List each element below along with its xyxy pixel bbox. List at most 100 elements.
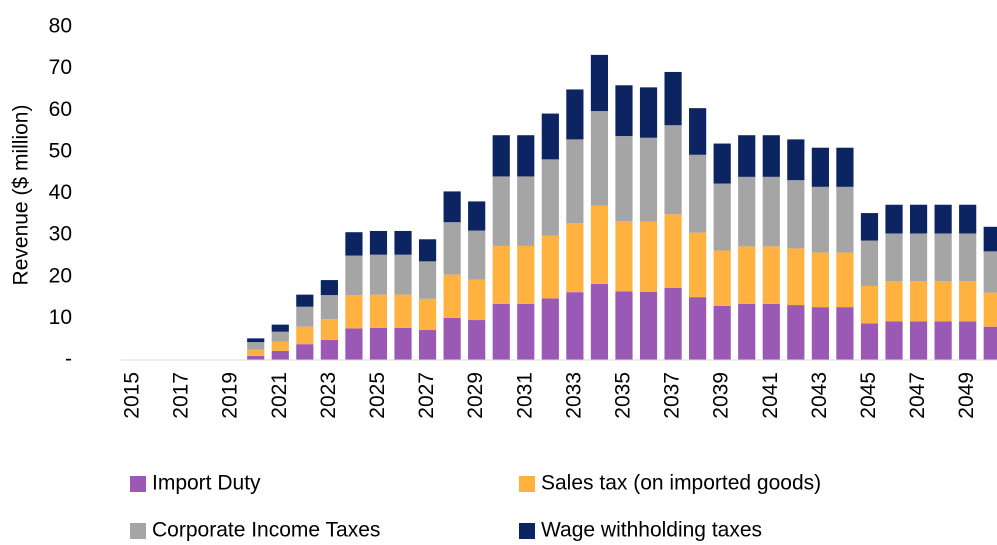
bar-segment — [247, 338, 265, 343]
bar-segment — [369, 294, 388, 328]
y-tick-label: 30 — [49, 223, 72, 246]
bar-segment — [468, 201, 486, 231]
bar-segment — [639, 137, 658, 222]
bar-segment — [689, 108, 707, 155]
bar-segment — [983, 251, 997, 293]
bar-segment — [909, 281, 928, 322]
bar-segment — [345, 328, 363, 360]
legend-label: Sales tax (on imported goods) — [541, 472, 821, 495]
bar-segment — [639, 291, 658, 360]
x-tick-label: 2035 — [612, 372, 635, 419]
bar-segment — [639, 87, 658, 138]
bar-segment — [689, 154, 707, 233]
bar-segment — [320, 340, 338, 360]
bar-segment — [590, 54, 609, 112]
bar-segment — [689, 232, 707, 298]
bar-segment — [345, 295, 363, 329]
bar-segment — [369, 327, 388, 360]
x-tick-label: 2037 — [661, 372, 684, 419]
bar-segment — [787, 305, 805, 360]
y-tick-label: 50 — [49, 139, 72, 162]
bar-segment — [296, 294, 314, 307]
bar-segment — [860, 285, 879, 324]
bar-segment — [689, 297, 707, 360]
bar-segment — [664, 125, 682, 215]
bar-segment — [860, 213, 879, 241]
bar-segment — [394, 327, 412, 360]
bar-segment — [247, 342, 265, 350]
bar-segment — [517, 245, 535, 304]
bar-segment — [296, 306, 314, 327]
x-tick-label: 2029 — [464, 372, 487, 419]
x-tick-label: 2033 — [562, 372, 585, 419]
bar-segment — [738, 176, 756, 247]
bar-segment — [713, 305, 731, 360]
legend-label: Corporate Income Taxes — [152, 519, 380, 542]
x-tick-label: 2023 — [317, 372, 340, 419]
bar-segment — [836, 186, 854, 253]
y-tick-label: 60 — [49, 98, 72, 121]
bar-segment — [468, 279, 486, 321]
bar-segment — [959, 233, 977, 282]
bar-segment — [320, 319, 338, 341]
bar-segment — [713, 250, 731, 306]
x-tick-label: 2015 — [121, 372, 144, 419]
bar-segment — [271, 331, 289, 342]
bar-segment — [934, 281, 952, 322]
x-tick-label: 2039 — [710, 372, 733, 419]
bar-segment — [566, 89, 584, 140]
bar-segment — [983, 226, 997, 252]
bar-segment — [418, 298, 437, 331]
bar-segment — [909, 233, 928, 282]
bar-segment — [639, 221, 658, 292]
bar-segment — [983, 292, 997, 327]
legend-swatch — [519, 476, 535, 492]
bar-segment — [615, 291, 633, 360]
bar-segment — [271, 350, 289, 360]
bar-segment — [959, 321, 977, 360]
bar-segment — [492, 176, 510, 246]
legend-label: Import Duty — [152, 472, 261, 495]
bar-segment — [738, 246, 756, 304]
bar-segment — [517, 135, 535, 177]
legend-swatch — [130, 476, 146, 492]
y-tick-label: - — [65, 348, 72, 371]
bar-segment — [959, 281, 977, 322]
bar-segment — [443, 317, 461, 360]
legend-swatch — [130, 523, 146, 539]
bar-segment — [418, 330, 437, 360]
bar-segment — [811, 147, 829, 187]
bar-segment — [443, 191, 461, 223]
y-tick-label: 70 — [49, 56, 72, 79]
x-tick-label: 2045 — [857, 372, 880, 419]
bar-segment — [345, 255, 363, 296]
bar-segment — [247, 349, 265, 356]
bar-segment — [885, 321, 903, 360]
bar-segment — [836, 147, 854, 187]
bar-segment — [738, 303, 756, 360]
bar-segment — [762, 303, 780, 360]
bar-segment — [566, 139, 584, 224]
bar-segment — [541, 159, 559, 236]
legend-swatch — [519, 523, 535, 539]
x-tick-label: 2049 — [955, 372, 978, 419]
y-tick-label: 10 — [49, 306, 72, 329]
bar-segment — [394, 230, 412, 255]
y-tick-label: 40 — [49, 181, 72, 204]
bar-segment — [320, 295, 338, 320]
x-tick-label: 2041 — [759, 372, 782, 419]
bar-segment — [615, 85, 633, 137]
x-tick-label: 2021 — [268, 372, 291, 419]
bar-segment — [836, 252, 854, 308]
bar-segment — [762, 135, 780, 177]
bar-segment — [418, 239, 437, 262]
bar-segment — [492, 303, 510, 360]
x-tick-label: 2017 — [170, 372, 193, 419]
bar-segment — [296, 326, 314, 345]
bar-segment — [664, 214, 682, 288]
bar-segment — [664, 71, 682, 126]
bar-segment — [468, 320, 486, 360]
bar-segment — [787, 180, 805, 249]
x-tick-label: 2031 — [513, 372, 536, 419]
